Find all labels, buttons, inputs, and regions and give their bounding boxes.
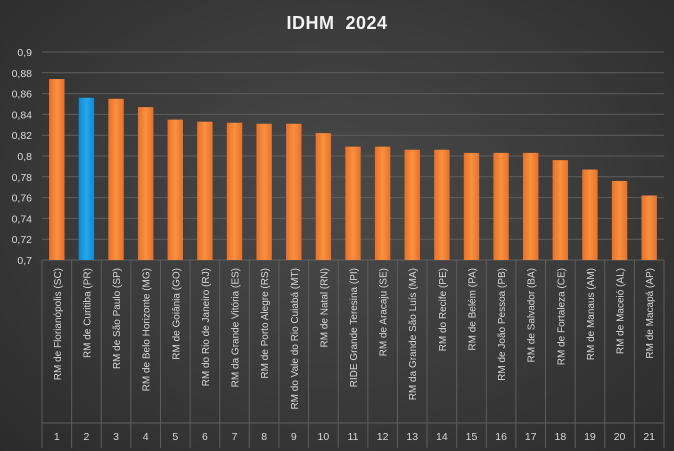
bar: [641, 195, 657, 260]
x-rank-label: 18: [554, 431, 566, 443]
x-category-label: RM de Natal (RN): [319, 268, 330, 347]
y-tick-label: 0,88: [12, 68, 33, 80]
x-rank-label: 2: [84, 431, 90, 443]
x-rank-label: 13: [406, 431, 418, 443]
y-tick-label: 0,72: [12, 234, 33, 246]
y-tick-label: 0,86: [12, 89, 33, 101]
bar: [463, 152, 480, 260]
x-rank-label: 1: [54, 431, 60, 443]
x-rank-label: 15: [466, 431, 478, 443]
x-rank-label: 12: [377, 431, 389, 443]
bar: [493, 152, 509, 260]
x-category-label: RM de Belo Horizonte (MG): [142, 268, 153, 391]
x-rank-label: 7: [232, 431, 238, 443]
x-category-label: RM de Manaus (AM): [586, 268, 597, 360]
bar: [78, 97, 95, 260]
y-tick-label: 0,8: [17, 151, 32, 163]
x-axis-table: RM de Florianópolis (SC) 1 RM de Curitiba …: [41, 260, 665, 448]
x-rank-label: 21: [643, 431, 655, 443]
bar: [582, 169, 598, 260]
bar: [434, 149, 450, 260]
x-rank-label: 6: [202, 431, 208, 443]
bar: [256, 123, 272, 260]
x-rank-label: 8: [261, 431, 267, 443]
x-rank-label: 5: [172, 431, 178, 443]
chart-title: IDHM 2024: [286, 13, 387, 33]
x-rank-label: 14: [436, 431, 448, 443]
x-rank-label: 9: [291, 431, 297, 443]
x-category-label: RM do Vale do Rio Cuiabá (MT): [290, 268, 301, 410]
x-category-label: RM do Recife (PE): [438, 268, 449, 351]
x-category-label: RM de Macapá (AP): [645, 268, 656, 359]
x-category-label: RM de São Paulo (SP): [112, 268, 123, 369]
x-category-label: RM da Grande Vitória (ES): [231, 268, 242, 387]
bar: [226, 122, 243, 260]
bar: [374, 146, 391, 260]
y-tick-label: 0,74: [12, 213, 33, 225]
y-tick-label: 0,76: [12, 193, 33, 205]
bar: [137, 107, 154, 261]
x-category-label: RM de Maceió (AL): [616, 268, 627, 354]
bar: [315, 133, 332, 260]
x-rank-label: 11: [348, 431, 359, 443]
bars: [49, 79, 657, 261]
bar: [197, 121, 213, 261]
y-axis-ticks: 0,7 0,72 0,74 0,76 0,78 0,8 0,82 0,84 0,86 0,88 0,…: [12, 47, 33, 267]
bar: [611, 180, 628, 260]
x-category-label: RM de Goiânia (GO): [171, 268, 182, 360]
y-tick-label: 0,78: [12, 172, 33, 184]
y-tick-label: 0,84: [12, 109, 33, 121]
x-rank-label: 3: [113, 431, 119, 443]
x-rank-label: 4: [143, 431, 149, 443]
x-category-label: RM de Fortaleza (CE): [556, 268, 567, 365]
x-category-label: RM de João Pessoa (PB): [497, 268, 508, 381]
bar: [108, 98, 124, 260]
x-category-label: RM de Curitiba (PR): [82, 268, 93, 358]
x-category-label: RM de Florianópolis (SC): [53, 268, 64, 380]
bar: [404, 149, 420, 260]
x-category-label: RM de Belém (PA): [467, 268, 478, 351]
x-category-label: RM de Salvador (BA): [527, 268, 538, 362]
x-rank-label: 20: [614, 431, 626, 443]
bar: [286, 123, 302, 260]
bar: [49, 79, 65, 260]
x-category-label: RM de Porto Alegre (RS): [260, 268, 271, 379]
y-tick-label: 0,82: [12, 130, 33, 142]
x-rank-label: 10: [318, 431, 330, 443]
x-category-label: RM do Rio de Janeiro (RJ): [201, 268, 212, 386]
x-category-label: RM de Aracaju (SE): [379, 268, 390, 356]
x-category-label: RIDE Grande Teresina (PI): [349, 268, 360, 387]
x-rank-label: 16: [495, 431, 507, 443]
bar: [552, 160, 569, 260]
bar: [345, 146, 361, 260]
x-category-label: RM da Grande São Luís (MA): [408, 268, 419, 400]
y-tick-label: 0,7: [17, 255, 32, 267]
bar: [167, 119, 183, 260]
bar: [523, 152, 539, 260]
y-tick-label: 0,9: [17, 47, 32, 59]
x-rank-label: 19: [584, 431, 596, 443]
x-rank-label: 17: [525, 431, 537, 443]
